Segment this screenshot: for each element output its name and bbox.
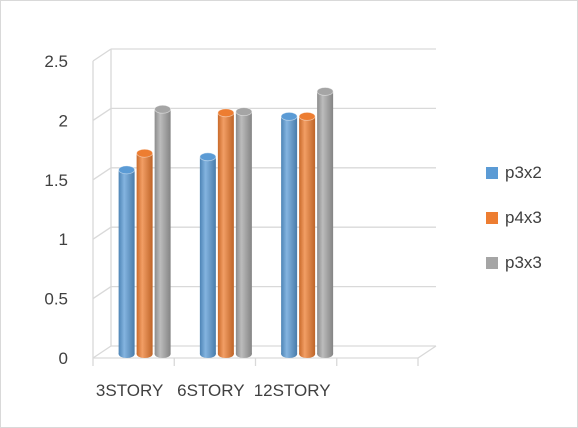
y-tick-label-1: 1 bbox=[59, 230, 68, 249]
bar-p4x3-12STORY bbox=[298, 112, 316, 358]
floor-right-edge bbox=[417, 345, 437, 359]
bar-p3x2-3STORY bbox=[118, 165, 136, 358]
legend-label-p3x3: p3x3 bbox=[505, 253, 542, 272]
gridline-depth-0.5 bbox=[92, 286, 112, 300]
gridline-depth-2.5 bbox=[92, 48, 112, 62]
x-category-labels: 3STORY 6STORY 12STORY bbox=[96, 381, 331, 400]
bar-p3x3-3STORY bbox=[154, 104, 172, 358]
legend-label-p4x3: p4x3 bbox=[505, 208, 542, 227]
bars-layer bbox=[118, 87, 334, 358]
bar-p3x2-12STORY bbox=[280, 112, 298, 358]
x-category-label-12STORY: 12STORY bbox=[254, 381, 331, 400]
gridline-depth-2 bbox=[92, 107, 112, 121]
y-tick-label-1.5: 1.5 bbox=[44, 171, 68, 190]
axis-layer bbox=[92, 49, 437, 366]
gridline-depth-1.5 bbox=[92, 167, 112, 181]
gridline-depth-1 bbox=[92, 226, 112, 240]
x-category-label-3STORY: 3STORY bbox=[96, 381, 163, 400]
bar-p3x3-6STORY bbox=[235, 107, 253, 358]
y-tick-label-0.5: 0.5 bbox=[44, 290, 68, 309]
y-tick-label-2.5: 2.5 bbox=[44, 52, 68, 71]
legend-label-p3x2: p3x2 bbox=[505, 163, 542, 182]
y-tick-label-0: 0 bbox=[59, 349, 68, 368]
y-tick-label-2: 2 bbox=[59, 111, 68, 130]
bar-p4x3-3STORY bbox=[136, 148, 154, 358]
gridline-depth-0 bbox=[92, 345, 112, 359]
legend: p3x2 p4x3 p3x3 bbox=[486, 163, 542, 272]
y-tick-labels: 0 0.5 1 1.5 2 2.5 bbox=[44, 52, 68, 368]
bar-p3x3-12STORY bbox=[316, 87, 334, 358]
legend-swatch-p3x2 bbox=[486, 167, 498, 179]
bar-p4x3-6STORY bbox=[217, 108, 235, 358]
x-category-label-6STORY: 6STORY bbox=[177, 381, 244, 400]
legend-swatch-p3x3 bbox=[486, 257, 498, 269]
legend-swatch-p4x3 bbox=[486, 212, 498, 224]
bar-p3x2-6STORY bbox=[199, 152, 217, 358]
